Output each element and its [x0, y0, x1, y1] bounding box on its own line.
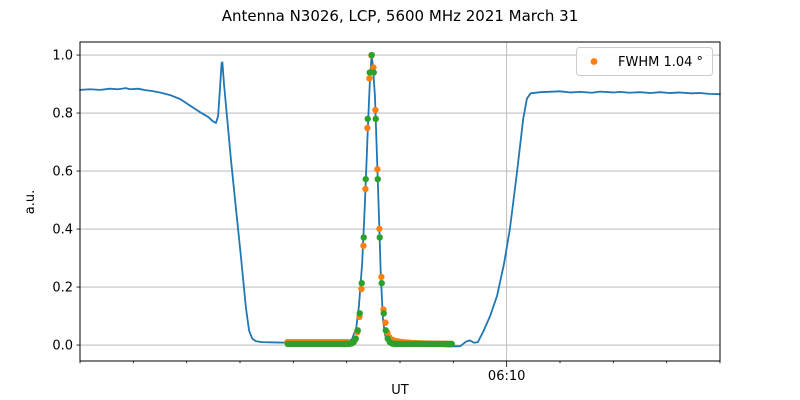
gaussian-fit-marker	[370, 69, 377, 76]
scan-cut-data-marker	[364, 124, 371, 132]
scan-cut-data-marker	[376, 225, 383, 232]
gaussian-fit-marker	[354, 327, 361, 334]
chart-title: Antenna N3026, LCP, 5600 MHz 2021 March …	[222, 7, 579, 25]
y-axis-label: a.u.	[23, 190, 38, 214]
scan-cut-data-marker	[374, 166, 381, 173]
legend-marker-icon	[590, 58, 598, 65]
gaussian-fit-marker	[356, 310, 363, 317]
y-tick-label: 0.4	[52, 223, 73, 238]
axes-spines	[79, 41, 721, 362]
gaussian-fit-marker	[360, 234, 367, 241]
gaussian-fit-marker	[448, 340, 455, 348]
plot-layer: 0.0 0.2 0.4 0.6 0.8 1.0 06:10	[52, 41, 721, 384]
legend-box	[576, 47, 713, 76]
x-axis-label: UT	[391, 383, 409, 398]
scan-cut-data-marker	[362, 185, 369, 193]
gaussian-fit-marker	[380, 310, 387, 317]
drift-scan-signal-line	[79, 54, 721, 348]
scan-cut-data-marker	[372, 106, 379, 114]
gaussian-fit-marker	[378, 279, 385, 287]
legend-label: FWHM 1.04 °	[618, 55, 703, 70]
gaussian-fit-marker	[358, 279, 365, 287]
scan-cut-data-marker	[360, 242, 367, 249]
y-tick-label: 0.2	[52, 281, 73, 296]
gaussian-fit-marker	[382, 327, 389, 334]
y-tick-label: 1.0	[52, 49, 73, 64]
gaussian-fit-marker	[352, 335, 359, 342]
x-tick-label: 06:10	[488, 369, 525, 384]
scan-cut-data-marker	[382, 319, 389, 326]
gaussian-fit-marker	[374, 175, 381, 183]
scan-cut-data-marker	[358, 285, 365, 293]
scan-cut-data-marker	[366, 75, 373, 82]
gaussian-fit-marker	[376, 234, 383, 241]
gaussian-fit-marker	[362, 175, 369, 183]
gaussian-fit-marker	[364, 115, 371, 123]
scan-cut-data-marker	[378, 273, 385, 281]
legend: FWHM 1.04 °	[576, 47, 713, 76]
y-tick-label: 0.0	[52, 339, 73, 354]
scan-cut-data-marker	[370, 64, 377, 71]
gaussian-fit-marker	[368, 51, 375, 59]
gaussian-fit-marker	[372, 115, 379, 123]
y-tick-label: 0.6	[52, 165, 73, 180]
y-tick-label: 0.8	[52, 107, 73, 122]
